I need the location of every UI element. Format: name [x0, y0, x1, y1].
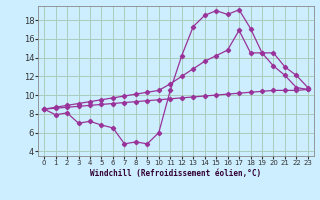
X-axis label: Windchill (Refroidissement éolien,°C): Windchill (Refroidissement éolien,°C) [91, 169, 261, 178]
